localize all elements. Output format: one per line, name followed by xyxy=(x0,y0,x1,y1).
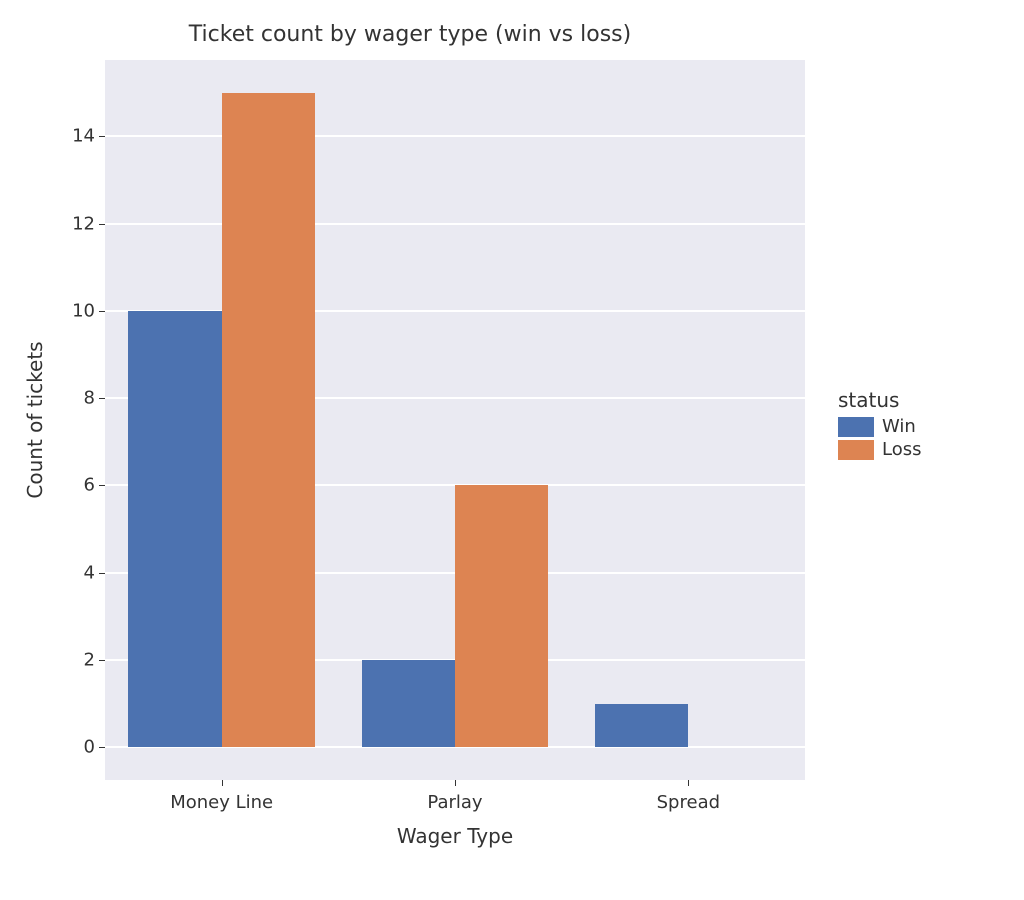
y-tick-mark xyxy=(99,485,105,486)
bar xyxy=(362,660,455,747)
gridline xyxy=(105,135,805,137)
legend-swatch xyxy=(838,440,874,460)
y-tick-mark xyxy=(99,398,105,399)
y-tick-mark xyxy=(99,224,105,225)
y-tick-mark xyxy=(99,311,105,312)
chart-stage: Ticket count by wager type (win vs loss)… xyxy=(0,0,1024,900)
plot-area: 02468101214Money LineParlaySpread xyxy=(105,60,805,780)
y-tick-mark xyxy=(99,660,105,661)
legend: status WinLoss xyxy=(838,388,921,462)
y-tick-mark xyxy=(99,573,105,574)
legend-swatch xyxy=(838,417,874,437)
x-tick-mark xyxy=(222,780,223,786)
bar xyxy=(222,93,315,748)
x-tick-mark xyxy=(688,780,689,786)
bar xyxy=(595,704,688,748)
x-axis-label: Wager Type xyxy=(397,824,513,848)
y-axis-label: Count of tickets xyxy=(23,341,47,498)
legend-label: Loss xyxy=(882,439,921,460)
bar xyxy=(455,485,548,747)
y-tick-mark xyxy=(99,136,105,137)
bar xyxy=(128,311,221,747)
y-tick-mark xyxy=(99,747,105,748)
chart-title: Ticket count by wager type (win vs loss) xyxy=(0,22,820,47)
legend-label: Win xyxy=(882,416,916,437)
legend-item: Win xyxy=(838,416,921,437)
x-tick-mark xyxy=(455,780,456,786)
gridline xyxy=(105,223,805,225)
legend-title: status xyxy=(838,388,921,412)
legend-item: Loss xyxy=(838,439,921,460)
